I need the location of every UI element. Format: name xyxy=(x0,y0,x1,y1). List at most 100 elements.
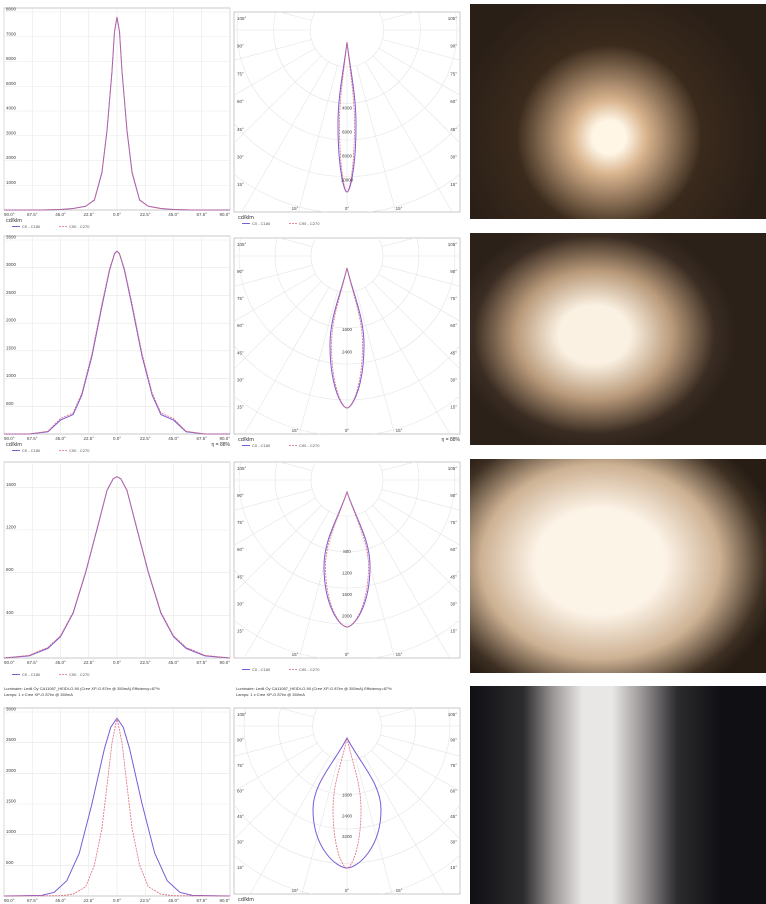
y-tick-label: 6000 xyxy=(6,56,17,61)
angle-label-bottom: 15° xyxy=(396,206,403,211)
x-tick-label: 90.0° xyxy=(4,898,15,903)
polar-ray xyxy=(356,290,396,434)
angle-label-bottom: 15° xyxy=(396,428,403,433)
beam-photo-1 xyxy=(470,4,766,219)
x-tick-label: 90.0° xyxy=(4,436,15,441)
x-tick-label: 45.0° xyxy=(55,212,66,217)
angle-label-left: 30° xyxy=(237,154,244,159)
y-tick-label: 3000 xyxy=(6,707,17,712)
angle-label-left: 45° xyxy=(237,350,244,355)
angle-label-left: 105° xyxy=(237,16,247,21)
polar-ray xyxy=(278,12,312,21)
x-tick-label: 22.5° xyxy=(140,212,151,217)
angle-label-left: 105° xyxy=(237,466,247,471)
x-tick-label: 0.0° xyxy=(113,898,121,903)
series-c90-line xyxy=(4,250,230,435)
polar-ray xyxy=(278,708,314,718)
polar-ray xyxy=(234,39,312,61)
angle-label-left: 60° xyxy=(237,99,244,104)
polar-ray xyxy=(364,511,451,658)
angle-label-bottom: 15° xyxy=(292,652,299,657)
angle-label-bottom: 15° xyxy=(292,428,299,433)
angle-label-right: 105° xyxy=(448,16,458,21)
polar-ray xyxy=(380,734,460,757)
angle-label-left: 30° xyxy=(237,840,244,845)
x-tick-label: 45.0° xyxy=(55,660,66,665)
polar-chart-3: 105° 90° 75° 60° 45° 30° 15° 0° 105° 90° 75° 60° 45°… xyxy=(232,460,466,682)
angle-label-left: 0° xyxy=(345,428,350,433)
polar-ray xyxy=(234,489,313,511)
polar-ray xyxy=(364,287,451,434)
polar-ray xyxy=(297,65,338,212)
y-tick-label: 1000 xyxy=(6,180,17,185)
polar-ray xyxy=(372,281,460,370)
polar-ray xyxy=(243,511,330,658)
polar-ray xyxy=(278,462,313,471)
unit-label: cd/klm xyxy=(238,437,254,443)
angle-label-right: 45° xyxy=(450,350,457,355)
legend-label-c0: C0 - C180 xyxy=(22,224,41,229)
angle-label-left: 15° xyxy=(237,865,244,870)
polar-ray xyxy=(372,55,460,144)
legend-label-c90: C90 - C270 xyxy=(69,448,90,453)
angle-label-bottom: 15° xyxy=(396,652,403,657)
polar-ray xyxy=(381,265,460,287)
y-tick-label: 2000 xyxy=(6,318,17,323)
x-tick-label: 45.0° xyxy=(168,436,179,441)
angle-label-right: 105° xyxy=(448,712,458,717)
angle-label-right: 60° xyxy=(450,547,457,552)
angle-label-right: 30° xyxy=(450,840,457,845)
x-tick-label: 45.0° xyxy=(55,436,66,441)
legend-label-c0: C0 - C180 xyxy=(252,443,271,448)
angle-label-left: 75° xyxy=(237,763,244,768)
polar-ray xyxy=(378,48,460,96)
angle-label-right: 45° xyxy=(450,127,457,132)
radial-tick-label: 1600 xyxy=(342,592,353,597)
legend-label-c90: C90 - C270 xyxy=(299,221,320,226)
angle-label-left: 45° xyxy=(237,574,244,579)
polar-grid xyxy=(234,12,460,212)
polar-ray xyxy=(356,514,396,658)
polar-ray xyxy=(301,759,339,894)
angle-label-right: 15° xyxy=(450,182,457,187)
intensity-chart-2-svg: 500 1000 1500 2000 2500 3000 3500 90.0° 67.5° 45.… xyxy=(3,235,231,453)
x-tick-label: 0.0° xyxy=(113,660,121,665)
legend-label-c0: C0 - C180 xyxy=(252,221,271,226)
angle-label-left: 60° xyxy=(237,323,244,328)
y-tick-label: 500 xyxy=(6,860,14,865)
polar-ray xyxy=(241,61,329,212)
y-tick-label: 3000 xyxy=(6,262,17,267)
intensity-chart-1: 1000 2000 3000 4000 5000 6000 7000 8000 90.0° 67.… xyxy=(0,4,233,234)
angle-label-right: 60° xyxy=(450,789,457,794)
angle-label-right: 75° xyxy=(450,296,457,301)
polar-ray xyxy=(249,755,331,894)
radial-tick-label: 6000 xyxy=(342,130,353,135)
x-tick-label: 67.5° xyxy=(196,660,207,665)
y-tick-label: 400 xyxy=(6,610,14,615)
polar-chart-4-svg: Luminaire: Ledil Oy CA11087_HEIDI-O-90 (… xyxy=(233,686,461,903)
radial-tick-label: 3200 xyxy=(342,834,353,839)
y-tick-label: 1000 xyxy=(6,829,17,834)
x-tick-label: 22.5° xyxy=(140,660,151,665)
angle-label-right: 105° xyxy=(448,242,458,247)
polar-ray xyxy=(243,287,330,434)
radial-tick-label: 2400 xyxy=(342,349,353,354)
x-tick-label: 22.5° xyxy=(83,212,94,217)
polar-ray xyxy=(365,61,453,212)
polar-chart-1-svg: 105° 90° 75° 60° 45° 30° 15° 0° 105° 90° 75° 60° 45°… xyxy=(233,11,461,226)
y-tick-label: 2000 xyxy=(6,155,17,160)
unit-label: cd/klm xyxy=(6,218,22,224)
x-tick-label: 22.5° xyxy=(83,436,94,441)
radial-tick-label: 2400 xyxy=(342,813,353,818)
unit-label: cd/klm xyxy=(238,897,254,903)
polar-ray xyxy=(356,65,397,212)
y-tick-label: 1500 xyxy=(6,345,17,350)
angle-label-left: 0° xyxy=(345,652,350,657)
angle-label-left: 30° xyxy=(237,601,244,606)
polar-ray xyxy=(378,497,460,546)
polar-ray xyxy=(234,48,316,96)
angle-label-right: 90° xyxy=(450,493,457,498)
polar-ray xyxy=(376,742,460,792)
x-tick-label: 45.0° xyxy=(168,898,179,903)
angle-label-left: 105° xyxy=(237,242,247,247)
